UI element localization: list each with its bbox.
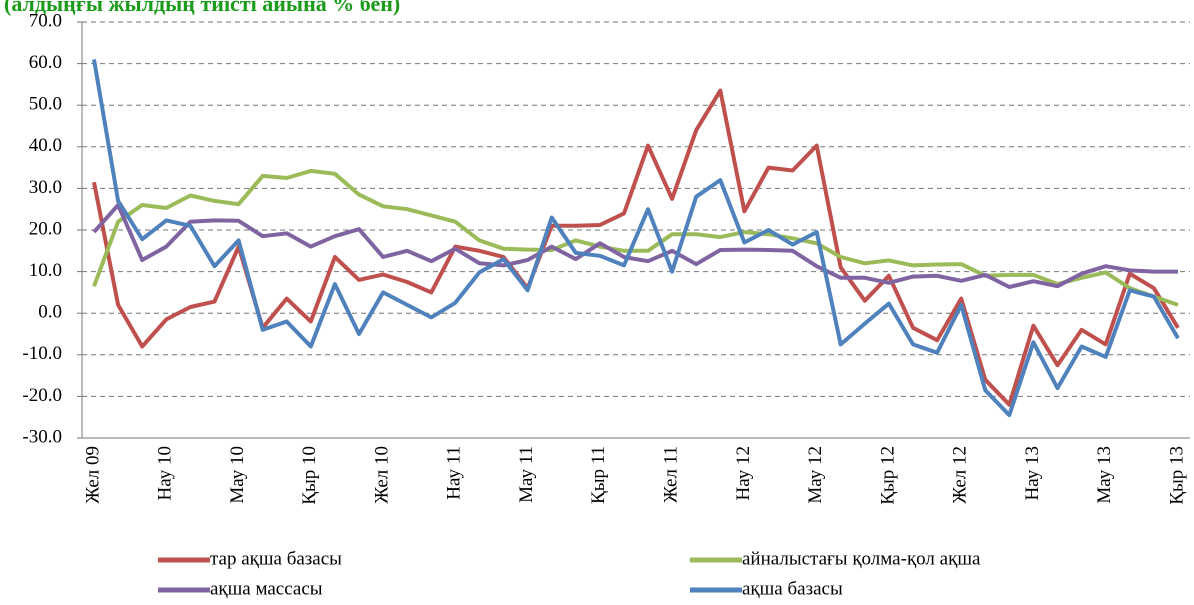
y-tick-label: -20.0 bbox=[22, 385, 62, 406]
y-tick-label: 50.0 bbox=[29, 94, 62, 115]
series-line bbox=[92, 168, 1179, 307]
x-tick-label: Нау 10 bbox=[155, 446, 176, 500]
y-tick-label: 10.0 bbox=[29, 260, 62, 281]
legend-label: айналыстағы қолма-қол ақша bbox=[742, 548, 981, 569]
x-tick-label: Жел 09 bbox=[82, 446, 103, 504]
series-line bbox=[92, 88, 1180, 407]
y-tick-label: 60.0 bbox=[29, 52, 62, 73]
x-tick-label: Жел 11 bbox=[660, 446, 681, 503]
chart-title: (алдыңғы жылдың тиісті айына % бен) bbox=[4, 0, 400, 16]
x-tick-label: Мау 13 bbox=[1094, 446, 1115, 504]
y-tick-label: -30.0 bbox=[22, 426, 62, 447]
y-tick-label: 70.0 bbox=[29, 10, 62, 31]
x-tick-label: Мау 12 bbox=[805, 446, 826, 504]
x-tick-label: Жел 10 bbox=[371, 446, 392, 504]
series-line bbox=[92, 203, 1178, 289]
x-tick-label: Мау 11 bbox=[516, 446, 537, 503]
y-tick-label: 30.0 bbox=[29, 177, 62, 198]
legend-label: ақша базасы bbox=[742, 578, 843, 599]
y-tick-label: 20.0 bbox=[29, 218, 62, 239]
x-tick-label: Қыр 10 bbox=[299, 446, 320, 505]
x-tick-label: Жел 12 bbox=[950, 446, 971, 504]
x-tick-label: Нау 12 bbox=[733, 446, 754, 500]
x-tick-label: Қыр 11 bbox=[588, 446, 609, 504]
y-tick-label: -10.0 bbox=[22, 343, 62, 364]
legend-label: ақша массасы bbox=[210, 578, 323, 599]
x-tick-label: Нау 13 bbox=[1022, 446, 1043, 500]
x-tick-label: Қыр 12 bbox=[877, 446, 898, 505]
x-tick-label: Мау 10 bbox=[227, 446, 248, 504]
y-tick-label: 40.0 bbox=[29, 135, 62, 156]
x-tick-label: Нау 11 bbox=[444, 446, 465, 500]
y-tick-label: 0.0 bbox=[38, 302, 62, 323]
legend-label: тар ақша базасы bbox=[210, 548, 342, 569]
x-tick-label: Қыр 13 bbox=[1166, 446, 1187, 505]
series-line bbox=[92, 59, 1180, 418]
